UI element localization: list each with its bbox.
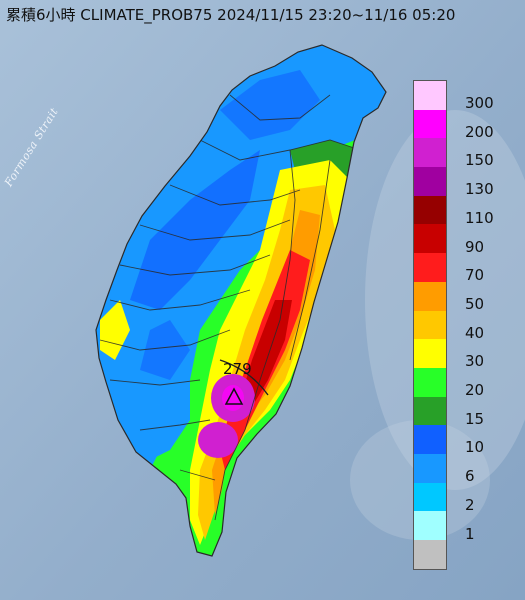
legend-swatch — [414, 310, 446, 340]
legend-label: 50 — [465, 294, 485, 313]
legend-label: 10 — [465, 438, 485, 457]
legend-swatch — [414, 511, 446, 540]
legend-label: 70 — [465, 266, 485, 285]
map-title: 累積6小時 CLIMATE_PROB75 2024/11/15 23:20~11… — [6, 6, 456, 24]
legend-swatch — [414, 138, 446, 168]
legend-label: 300 — [465, 94, 494, 112]
legend-swatch — [414, 482, 446, 512]
triangle-marker-icon — [224, 387, 244, 405]
legend-swatch — [414, 453, 446, 483]
legend-label: 6 — [465, 467, 475, 486]
legend-swatch — [414, 81, 446, 110]
legend-label: 2 — [465, 495, 475, 514]
legend-swatch — [414, 367, 446, 397]
legend-label: 15 — [465, 409, 485, 428]
legend-swatch — [414, 396, 446, 426]
legend-swatch — [414, 224, 446, 254]
legend-swatch — [414, 425, 446, 454]
legend-label: 30 — [465, 352, 485, 371]
legend-swatch — [414, 195, 446, 225]
legend-label: 130 — [465, 180, 494, 199]
legend-label: 200 — [465, 122, 494, 141]
legend-label: 1 — [465, 524, 475, 543]
legend-swatches — [413, 80, 447, 570]
legend: 300 200 150 130 110 90 70 50 40 30 20 15 10 6 2 1 — [413, 80, 521, 570]
legend-label: 110 — [465, 208, 494, 227]
legend-swatch — [414, 281, 446, 311]
legend-label: 90 — [465, 237, 485, 256]
island-outline — [95, 44, 387, 557]
legend-label: 20 — [465, 381, 485, 399]
legend-swatch — [414, 339, 446, 368]
legend-label: 40 — [465, 323, 485, 342]
legend-swatch — [414, 253, 446, 282]
legend-label: 150 — [465, 151, 494, 170]
legend-swatch — [414, 540, 446, 569]
legend-swatch — [414, 109, 446, 139]
max-value-label: 279 — [223, 360, 252, 378]
legend-swatch — [414, 167, 446, 196]
